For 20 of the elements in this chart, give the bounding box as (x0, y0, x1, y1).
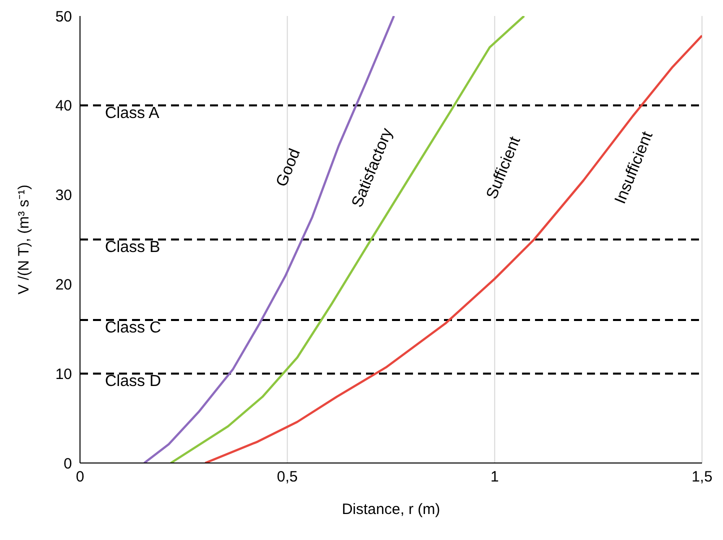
line-series (204, 34, 702, 463)
x-axis-title: Distance, r (m) (342, 501, 440, 518)
y-tick-label: 30 (55, 187, 72, 204)
annotation: Good (274, 146, 304, 190)
line-series (143, 16, 396, 463)
ref-line-label: Class D (105, 372, 162, 390)
y-axis-title: V /(N T), (m³ s⁻¹) (15, 184, 32, 294)
ref-line-label: Class C (105, 319, 162, 336)
line-series (170, 16, 526, 463)
x-tick-label: 0 (76, 468, 84, 486)
y-tick-label: 10 (55, 366, 72, 383)
y-tick-label: 50 (55, 8, 72, 26)
y-tick-label: 20 (55, 276, 72, 294)
x-tick-label: 1 (490, 468, 499, 486)
ref-line-label: Class B (105, 238, 160, 256)
x-tick-label: 1,5 (692, 468, 712, 486)
x-tick-label: 0,5 (276, 468, 298, 486)
y-tick-label: 40 (55, 98, 72, 115)
ref-line-label: Class A (105, 104, 160, 122)
y-tick-label: 0 (64, 455, 72, 472)
